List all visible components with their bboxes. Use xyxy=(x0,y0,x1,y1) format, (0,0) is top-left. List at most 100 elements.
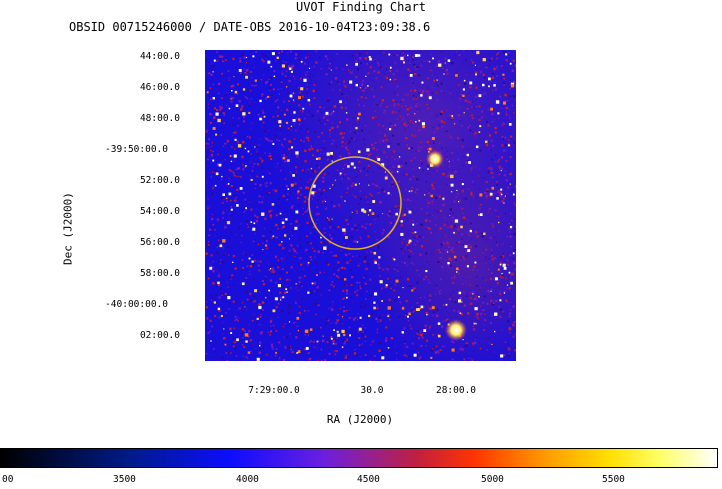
noise-speck xyxy=(245,277,248,279)
noise-speck xyxy=(445,69,448,72)
colorbar-tick-label: 3500 xyxy=(113,474,136,485)
noise-speck xyxy=(514,349,516,352)
star xyxy=(428,96,432,100)
noise-speck xyxy=(294,182,297,185)
noise-speck xyxy=(448,257,451,261)
noise-speck xyxy=(500,255,503,259)
noise-speck xyxy=(348,69,350,71)
noise-speck xyxy=(262,60,265,63)
noise-speck xyxy=(495,181,498,183)
noise-speck xyxy=(300,331,302,334)
noise-speck xyxy=(435,345,438,348)
star xyxy=(397,165,401,168)
star xyxy=(271,203,275,206)
noise-speck xyxy=(461,283,464,285)
noise-speck xyxy=(324,359,327,361)
noise-speck xyxy=(230,278,232,280)
noise-speck xyxy=(262,121,265,124)
noise-speck xyxy=(482,252,484,254)
noise-speck xyxy=(288,79,291,83)
noise-speck xyxy=(214,169,217,172)
noise-speck xyxy=(460,347,461,349)
noise-speck xyxy=(205,238,207,240)
noise-speck xyxy=(514,204,516,206)
noise-speck xyxy=(259,260,262,263)
noise-speck xyxy=(247,335,250,338)
noise-speck xyxy=(415,306,418,309)
noise-speck xyxy=(405,247,408,249)
noise-speck xyxy=(287,346,290,349)
noise-speck xyxy=(400,224,403,227)
noise-speck xyxy=(218,273,220,275)
noise-speck xyxy=(351,55,354,57)
noise-speck xyxy=(487,257,490,260)
noise-speck xyxy=(208,143,210,145)
star xyxy=(244,306,246,308)
noise-speck xyxy=(490,149,493,152)
noise-speck xyxy=(470,59,473,61)
noise-speck xyxy=(440,51,443,53)
noise-speck xyxy=(224,142,227,145)
noise-speck xyxy=(334,353,337,356)
noise-speck xyxy=(406,264,408,266)
noise-speck xyxy=(235,169,237,171)
star xyxy=(450,174,454,179)
noise-speck xyxy=(230,170,233,172)
noise-speck xyxy=(444,319,447,322)
noise-speck xyxy=(230,96,232,98)
star xyxy=(276,56,279,59)
noise-speck xyxy=(431,300,434,303)
noise-speck xyxy=(220,106,223,109)
star xyxy=(264,296,267,299)
noise-speck xyxy=(306,316,308,319)
noise-speck xyxy=(372,147,375,150)
star xyxy=(212,159,215,162)
noise-speck xyxy=(410,89,413,92)
noise-speck xyxy=(306,84,308,86)
noise-speck xyxy=(353,318,356,321)
star xyxy=(509,62,512,65)
noise-speck xyxy=(444,346,446,348)
star xyxy=(252,55,255,58)
noise-speck xyxy=(481,232,484,235)
noise-speck xyxy=(476,276,478,278)
noise-speck xyxy=(207,198,209,200)
noise-speck xyxy=(224,159,226,161)
noise-speck xyxy=(356,175,358,178)
noise-speck xyxy=(366,52,368,54)
noise-speck xyxy=(433,170,435,172)
noise-speck xyxy=(412,168,414,170)
noise-speck xyxy=(275,214,278,217)
noise-speck xyxy=(455,54,457,56)
star xyxy=(472,293,474,295)
noise-speck xyxy=(434,351,438,354)
noise-speck xyxy=(318,188,321,191)
noise-speck xyxy=(470,222,472,225)
star xyxy=(316,340,319,343)
noise-speck xyxy=(509,95,512,98)
noise-speck xyxy=(439,112,443,116)
noise-speck xyxy=(391,125,393,127)
noise-speck xyxy=(389,104,391,106)
star xyxy=(259,117,262,121)
noise-speck xyxy=(423,306,425,308)
noise-speck xyxy=(245,254,248,256)
noise-speck xyxy=(321,238,322,239)
noise-speck xyxy=(261,93,264,96)
noise-speck xyxy=(496,171,499,174)
noise-speck xyxy=(363,90,365,92)
star xyxy=(330,337,333,340)
noise-speck xyxy=(247,225,249,227)
noise-speck xyxy=(407,93,409,96)
noise-speck xyxy=(336,275,338,277)
noise-speck xyxy=(270,217,272,219)
noise-speck xyxy=(226,360,229,361)
noise-speck xyxy=(469,292,472,294)
noise-speck xyxy=(472,344,475,346)
noise-speck xyxy=(375,184,378,187)
noise-speck xyxy=(251,81,254,84)
noise-speck xyxy=(269,334,271,336)
noise-speck xyxy=(427,278,429,281)
noise-speck xyxy=(408,73,410,75)
noise-speck xyxy=(506,287,508,290)
